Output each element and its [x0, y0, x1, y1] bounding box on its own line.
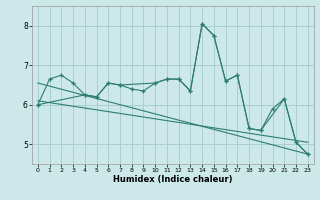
X-axis label: Humidex (Indice chaleur): Humidex (Indice chaleur) [113, 175, 233, 184]
